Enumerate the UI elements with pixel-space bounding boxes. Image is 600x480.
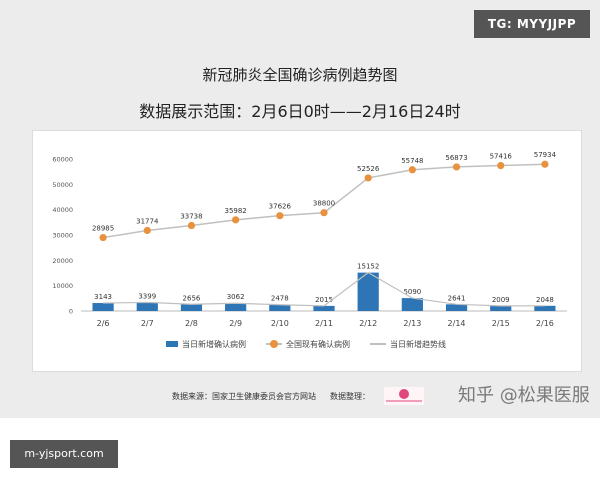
existing-cases-label: 57416 [490,153,513,161]
bar-2-14 [445,304,468,311]
legend-item-existing-cases: 全国现有确认病例 [266,336,350,352]
y-tick-label: 50000 [52,181,73,189]
x-tick-label: 2/16 [536,319,554,328]
bar-data-label: 2009 [492,296,510,304]
bar-2-15 [490,305,512,311]
existing-cases-point [452,163,461,171]
bar-2-9 [225,303,247,311]
x-tick-label: 2/6 [97,319,110,328]
bar-data-label: 2015 [315,296,333,304]
bar-data-label: 3399 [138,292,156,300]
legend-bar-swatch [166,341,178,347]
existing-cases-label: 56873 [445,154,467,162]
chart-subtitle: 数据展示范围：2月6日0时——2月16日24时 [139,102,461,121]
bar-data-label: 3143 [94,293,112,301]
existing-cases-point [408,166,416,174]
x-tick-label: 2/11 [315,319,333,328]
bar-data-label: 5090 [403,288,421,296]
x-tick-label: 2/15 [492,319,510,328]
arranged-by-text: 数据整理： [330,391,370,401]
existing-cases-label: 52526 [357,165,380,173]
songguo-logo [384,387,424,405]
legend-item-trend-line: 当日新增趋势线 [370,336,446,352]
legend-marker-swatch [266,340,282,348]
y-tick-label: 30000 [52,232,73,240]
bar-2-8 [180,304,203,311]
existing-cases-point [276,212,284,220]
bar-2-7 [136,302,158,311]
existing-cases-point [320,209,328,217]
existing-cases-label: 31774 [136,218,159,226]
data-source-text: 数据来源：国家卫生健康委员会官方网站 [172,391,316,401]
existing-cases-point [187,221,196,230]
legend-label-new-cases: 当日新增确认病例 [182,339,246,349]
y-tick-label: 0 [69,308,73,316]
bar-2-12 [357,272,379,311]
chart-card: 0 10000 20000 30000 40000 50000 60000 3143 3399 2… [32,130,582,372]
bar-data-label: 2048 [536,296,554,304]
trend-chart: 0 10000 20000 30000 40000 50000 60000 3143 3399 2… [52,151,567,328]
x-tick-label: 2/13 [403,319,421,328]
existing-cases-label: 35982 [224,207,246,215]
existing-cases-label: 28985 [92,225,114,233]
logo-underline [386,400,422,402]
bar-data-label: 2478 [271,295,289,303]
bar-data-label: 2641 [448,294,466,302]
bar-data-label: 3062 [227,293,245,301]
bar-2-13 [401,298,423,311]
data-source-footer: 数据来源：国家卫生健康委员会官方网站 数据整理： [172,387,424,405]
existing-cases-point [364,174,372,182]
y-tick-label: 60000 [52,156,73,164]
tg-badge: TG: MYYJJPP [474,10,590,38]
bar-2-10 [269,304,291,311]
x-tick-label: 2/12 [359,319,377,328]
existing-cases-label: 38800 [313,200,335,208]
x-tick-label: 2/7 [141,319,154,328]
existing-cases-point [497,161,505,170]
logo-mark [399,389,409,399]
bar-2-16 [534,305,556,311]
existing-cases-label: 37626 [269,203,292,211]
x-tick-label: 2/10 [271,319,289,328]
y-tick-label: 10000 [52,282,73,290]
x-tick-label: 2/8 [185,319,198,328]
chart-title: 新冠肺炎全国确诊病例趋势图 [202,66,398,84]
legend-label-trend-line: 当日新增趋势线 [390,339,446,349]
bar-2-6 [92,303,114,311]
trend-line [103,271,545,307]
zhihu-watermark: 知乎 @松果医服 [458,385,590,406]
bar-data-label: 2656 [183,294,201,302]
existing-cases-label: 33738 [180,213,202,221]
x-tick-label: 2/14 [448,319,466,328]
legend-item-new-cases: 当日新增确认病例 [166,336,246,352]
bar-2-11 [313,305,335,311]
existing-cases-point [143,226,151,235]
existing-cases-label: 57934 [534,151,557,159]
bar-data-label: 15152 [357,263,379,271]
existing-cases-label: 55748 [401,157,423,165]
existing-cases-point [99,233,107,242]
legend-line-swatch [370,343,386,345]
y-tick-label: 20000 [52,257,73,265]
y-tick-label: 40000 [52,206,73,214]
x-tick-label: 2/9 [229,319,242,328]
legend-label-existing-cases: 全国现有确认病例 [286,339,350,349]
existing-cases-point [541,160,549,168]
existing-cases-point [232,216,240,224]
chart-legend: 当日新增确认病例 全国现有确认病例 当日新增趋势线 [32,336,580,352]
site-badge: m-yjsport.com [10,440,118,468]
